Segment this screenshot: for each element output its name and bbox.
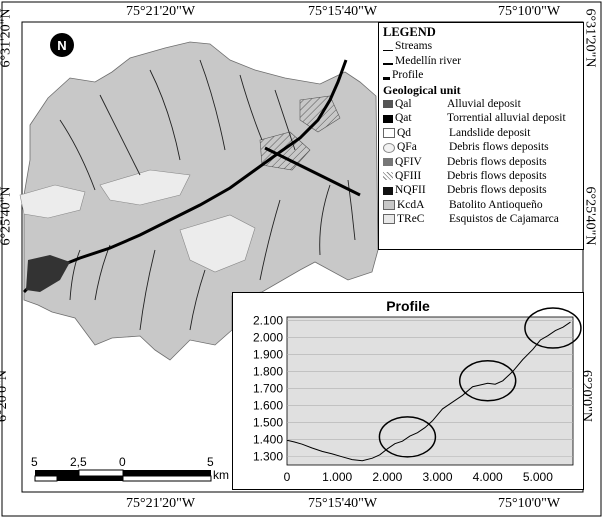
- qfiii-swatch-icon: [383, 172, 393, 181]
- x-tick-label: 2.000: [372, 470, 402, 484]
- x-tick-label: 3.000: [423, 470, 453, 484]
- legend-unit-kcda: KcdA Batolito Antioqueño: [383, 198, 579, 212]
- nqfii-swatch-icon: [383, 186, 393, 195]
- legend-section-title: Geological unit: [383, 82, 461, 97]
- legend-unit-qfiv: QFIV Debris flows deposits: [383, 155, 579, 169]
- y-tick-label: 1.700: [253, 381, 283, 395]
- chart-title: Profile: [386, 298, 430, 314]
- legend-unit-qfa: QFa Debris flows deposits: [383, 140, 579, 154]
- qfiv-swatch-icon: [383, 157, 393, 166]
- river-line-icon: [383, 63, 393, 66]
- legend-box: LEGEND Streams Medellín river Profile Ge…: [378, 22, 584, 250]
- left-lat-label-3: 6°20'0"N: [0, 370, 10, 422]
- y-tick-label: 2.100: [253, 313, 283, 327]
- scale-bar: [34, 469, 212, 482]
- qat-swatch-icon: [383, 114, 393, 123]
- qd-swatch-icon: [383, 128, 395, 139]
- legend-unit-nqfii: NQFII Debris flows deposits: [383, 183, 579, 197]
- north-arrow: N: [50, 33, 74, 57]
- x-tick-label: 0: [284, 470, 291, 484]
- legend-unit-qd: Qd Landslide deposit: [383, 126, 579, 140]
- bottom-lon-label-1: 75°21'20"W: [126, 496, 196, 511]
- legend-streams: Streams: [383, 39, 579, 53]
- top-lon-label-3: 75°10'0"W: [498, 4, 561, 19]
- streams: [59, 59, 356, 331]
- bottom-lon-label-2: 75°15'40"W: [308, 496, 378, 511]
- profile-plot: 1.300 1.400 1.500 1.600 1.700 1.800 1.900 2.000…: [253, 307, 582, 484]
- scale-unit: km: [213, 468, 229, 482]
- annotation-ellipse: [458, 360, 517, 402]
- trec-swatch-icon: [383, 214, 395, 225]
- legend-title: LEGEND: [383, 25, 436, 39]
- basin-area: [23, 41, 379, 361]
- y-tick-label: 1.400: [253, 432, 283, 446]
- y-tick-label: 2.000: [253, 330, 283, 344]
- legend-profile: Profile: [383, 68, 579, 82]
- left-lat-label-1: 6°31'20"N: [0, 8, 14, 68]
- legend-unit-trec: TReC Esquistos de Cajamarca: [383, 212, 579, 226]
- y-tick-label: 1.600: [253, 398, 283, 412]
- x-tick-label: 1.000: [322, 470, 352, 484]
- alluvial-deposit: [26, 255, 70, 292]
- scale-label-2-5: 2,5: [70, 455, 87, 469]
- plot-area: [286, 316, 574, 466]
- top-lon-label-2: 75°15'40"W: [308, 4, 378, 19]
- scale-label-5-left: 5: [31, 455, 38, 469]
- debris-patch-1: [99, 169, 191, 206]
- y-tick-label: 1.500: [253, 415, 283, 429]
- profile-line-icon: [383, 77, 390, 81]
- svg-text:N: N: [57, 38, 66, 53]
- debris-patch-3: [19, 184, 86, 219]
- legend-unit-qfiii: QFIII Debris flows deposits: [383, 169, 579, 183]
- qfa-swatch-icon: [383, 142, 395, 153]
- scale-label-0: 0: [119, 455, 126, 469]
- qal-swatch-icon: [383, 100, 393, 109]
- annotation-ellipse: [378, 416, 437, 458]
- legend-unit-qal: Qal Alluvial deposit: [383, 97, 579, 111]
- bottom-lon-label-3: 75°10'0"W: [498, 496, 561, 511]
- annotation-ellipse: [524, 307, 582, 349]
- profile-chart: Profile 1.300 1.400 1.500 1.600 1.700 1.800 1.…: [232, 292, 584, 490]
- left-lat-label-2: 6°25'40"N: [0, 186, 14, 246]
- debris-patch-2: [179, 214, 256, 273]
- profile-line: [264, 146, 361, 197]
- stream-line-icon: [383, 49, 393, 51]
- legend-unit-qat: Qat Torrential alluvial deposit: [383, 111, 579, 125]
- kcda-swatch-icon: [383, 200, 395, 211]
- x-tick-label: 4.000: [473, 470, 503, 484]
- y-tick-label: 1.300: [253, 449, 283, 463]
- scale-label-5-right: 5: [207, 455, 214, 469]
- top-lon-label-1: 75°21'20"W: [126, 4, 196, 19]
- y-tick-label: 1.800: [253, 364, 283, 378]
- legend-river: Medellín river: [383, 54, 579, 68]
- y-tick-label: 1.900: [253, 347, 283, 361]
- x-tick-label: 5.000: [523, 470, 553, 484]
